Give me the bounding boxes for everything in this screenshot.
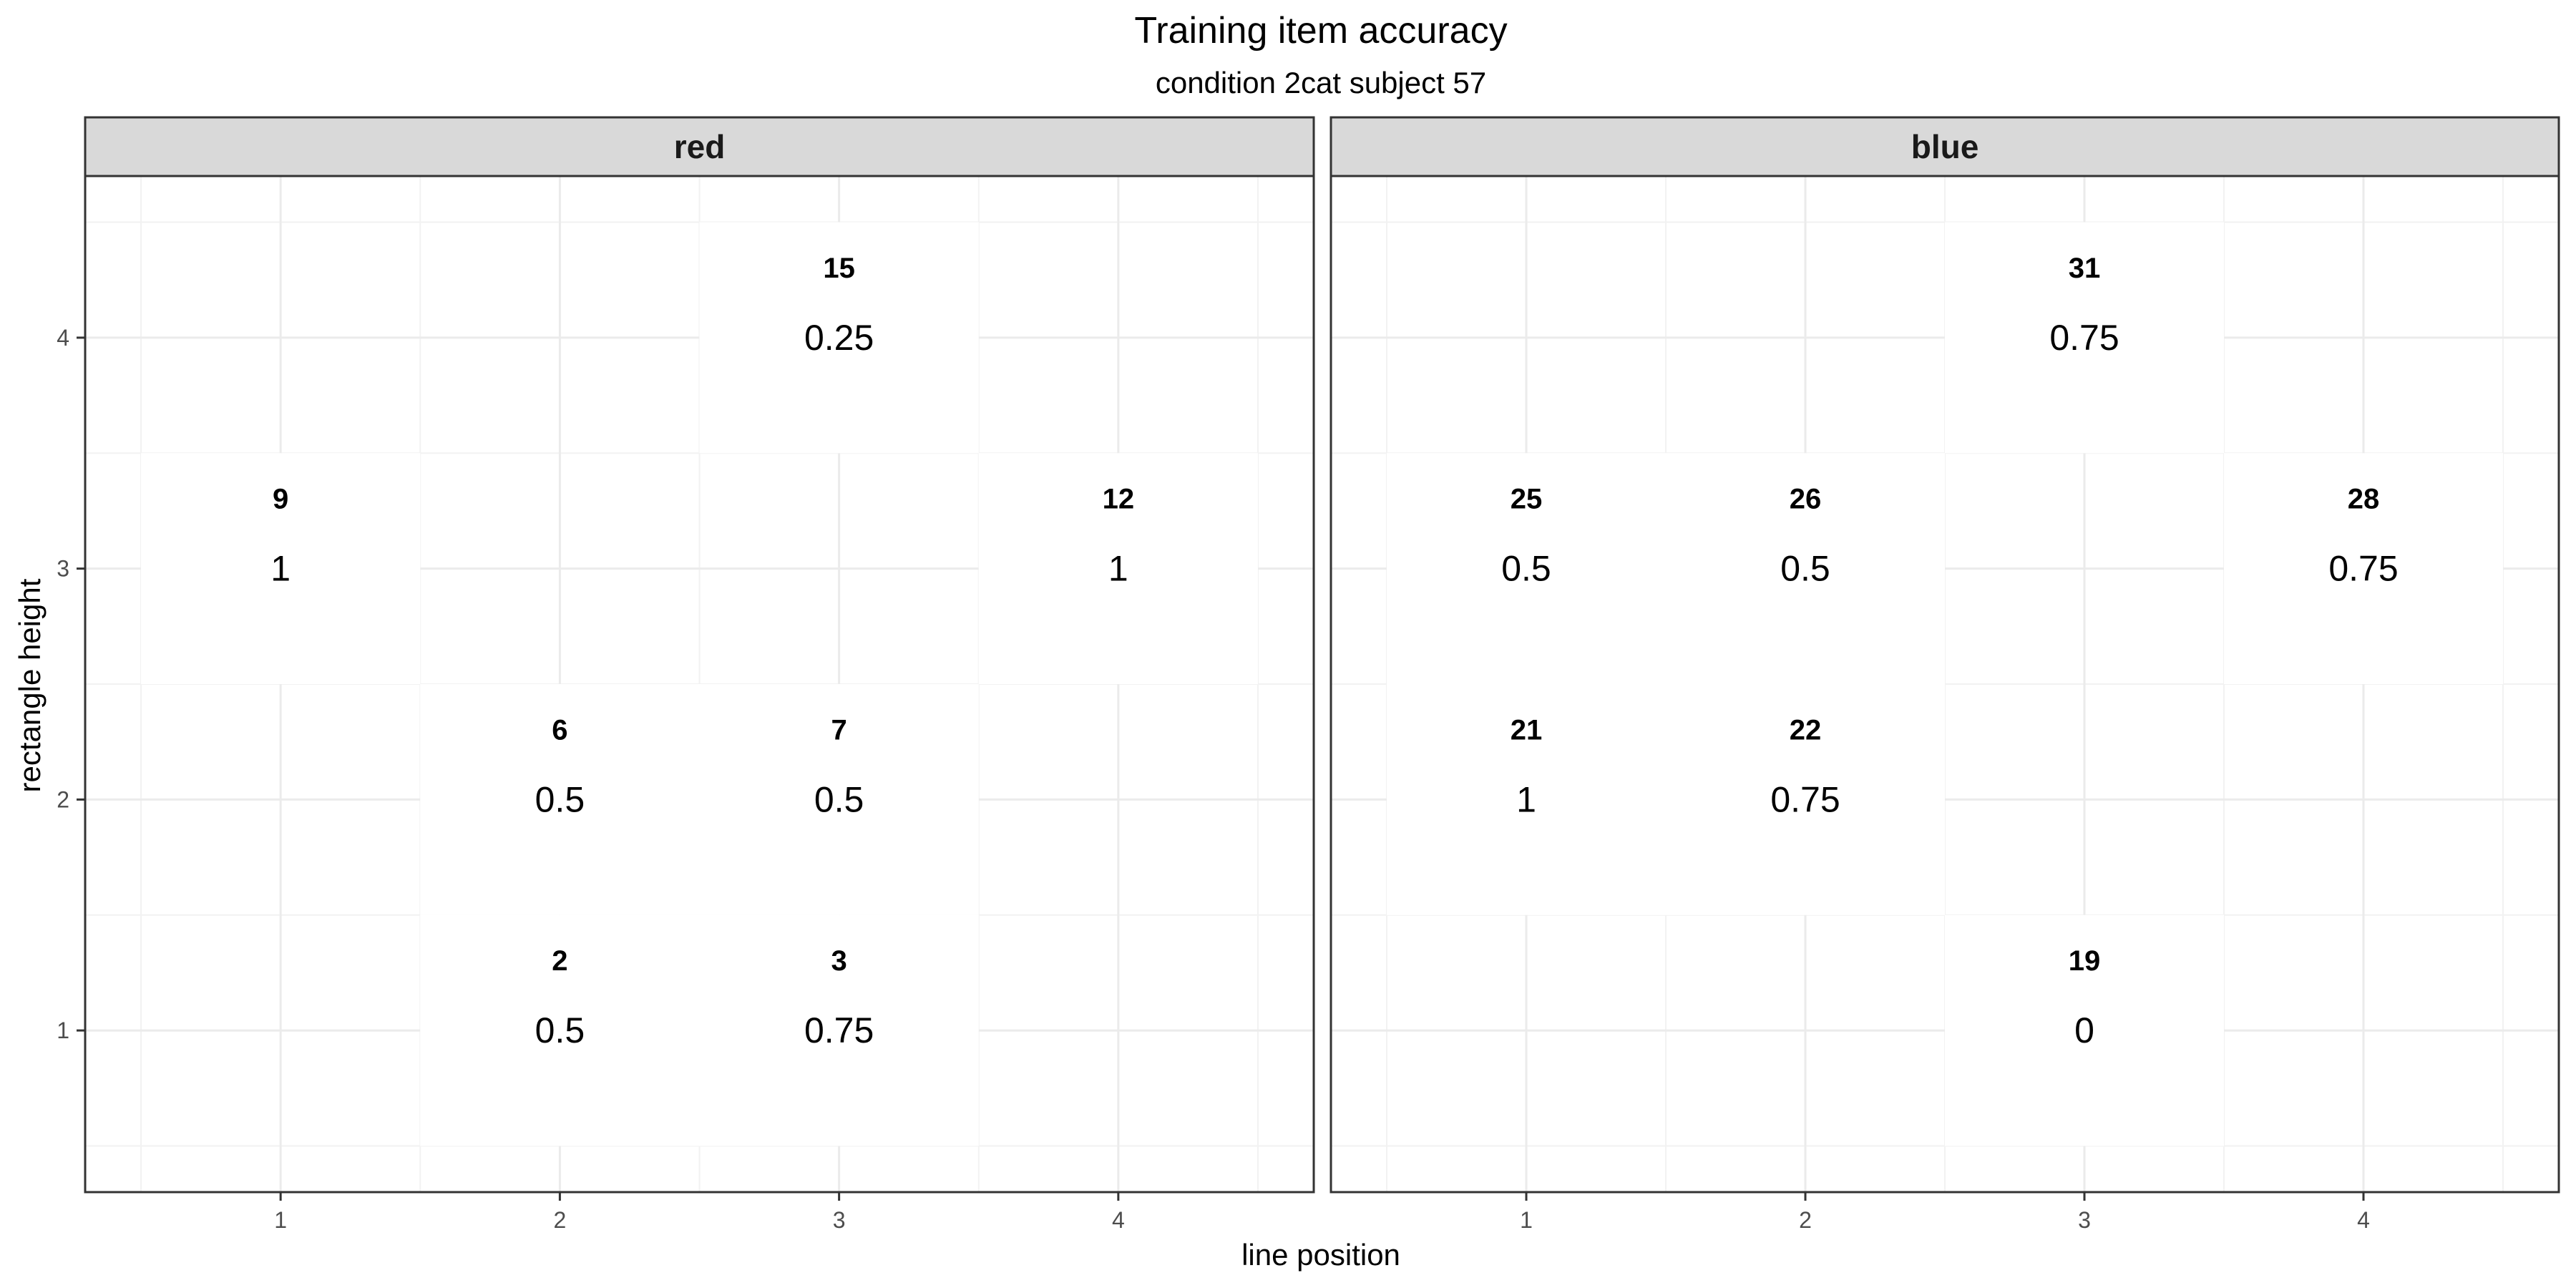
tile-fill [699,684,979,915]
x-tick-label: 3 [833,1207,846,1233]
tile-accuracy-label: 0.5 [535,1010,585,1050]
tile-accuracy-label: 0.5 [535,779,585,819]
x-tick-label: 2 [553,1207,566,1233]
tile-id-label: 21 [1511,714,1543,746]
y-axis-title: rectangle height [13,578,47,792]
tile-id-label: 28 [2348,484,2380,515]
tile-id-label: 6 [552,714,567,746]
tile: 260.5 [1666,453,1945,684]
chart-subtitle: condition 2cat subject 57 [1156,66,1486,99]
facet-strip-blue [1330,116,2560,177]
tile-fill [2224,453,2503,684]
tile-id-label: 19 [2069,945,2101,977]
chart-title: Training item accuracy [1134,10,1507,52]
tile: 19 0 [1945,914,2224,1146]
tile: 60.5 [420,684,700,915]
y-tick-label: 3 [57,556,69,582]
tile: 91 [141,453,421,684]
tile-id-label: 25 [1511,484,1543,515]
facet-strip-red [84,116,1315,177]
tile-accuracy-label: 1 [270,549,291,589]
tile-id-label: 7 [831,714,847,746]
x-axis-title: line position [1241,1238,1400,1272]
tile-accuracy-label: 0.5 [814,779,864,819]
tile-fill [699,914,979,1146]
tile-accuracy-label: 0 [2074,1010,2094,1050]
tile-accuracy-label: 0.5 [1501,549,1551,589]
x-tick-label: 1 [1520,1207,1533,1233]
tile-id-label: 9 [273,484,288,515]
tile-fill [1387,684,1666,915]
tile-id-label: 22 [1790,714,1822,746]
tile-fill [699,222,979,454]
y-tick-label: 4 [57,325,69,351]
tile-id-label: 26 [1790,484,1822,515]
x-tick-label: 4 [2357,1207,2370,1233]
tile-id-label: 12 [1103,484,1135,515]
tile-accuracy-label: 0.75 [2049,318,2119,358]
tile-accuracy-label: 0.75 [1770,779,1840,819]
tile-fill [1945,914,2224,1146]
tile-accuracy-label: 0.25 [804,318,874,358]
y-axis: 1 2 3 4 [57,325,85,1043]
tile-fill [420,914,700,1146]
tile-accuracy-label: 0.5 [1780,549,1830,589]
tile: 12 1 [978,453,1258,684]
y-tick-label: 2 [57,786,69,812]
tile: 20.5 [420,914,700,1146]
y-tick-label: 1 [57,1018,69,1043]
tile-fill [141,453,421,684]
tile-fill [978,453,1258,684]
tile: 250.5 [1387,453,1666,684]
tile: 21 1 [1387,684,1666,915]
tile-id-label: 3 [831,945,847,977]
x-tick-label: 3 [2078,1207,2091,1233]
tile-fill [1666,453,1945,684]
facet-strip-label: blue [1911,128,1979,165]
tile-accuracy-label: 0.75 [804,1010,874,1050]
tile-id-label: 31 [2069,253,2101,284]
x-tick-label: 2 [1799,1207,1812,1233]
tile: 220.75 [1666,684,1945,915]
tile-id-label: 2 [552,945,567,977]
tile: 150.25 [699,222,979,454]
tile-fill [420,684,700,915]
tile-accuracy-label: 1 [1108,549,1128,589]
tile: 310.75 [1945,222,2224,454]
facet-strip-label: red [674,128,726,165]
tile-fill [1666,684,1945,915]
tile-accuracy-label: 1 [1516,779,1536,819]
tile: 70.5 [699,684,979,915]
x-tick-label: 1 [274,1207,287,1233]
tile: 30.75 [699,914,979,1146]
tile: 280.75 [2224,453,2503,684]
tile-fill [1945,222,2224,454]
x-tick-label: 4 [1112,1207,1125,1233]
tile-accuracy-label: 0.75 [2328,549,2398,589]
tile-fill [1387,453,1666,684]
tile-id-label: 15 [823,253,855,284]
